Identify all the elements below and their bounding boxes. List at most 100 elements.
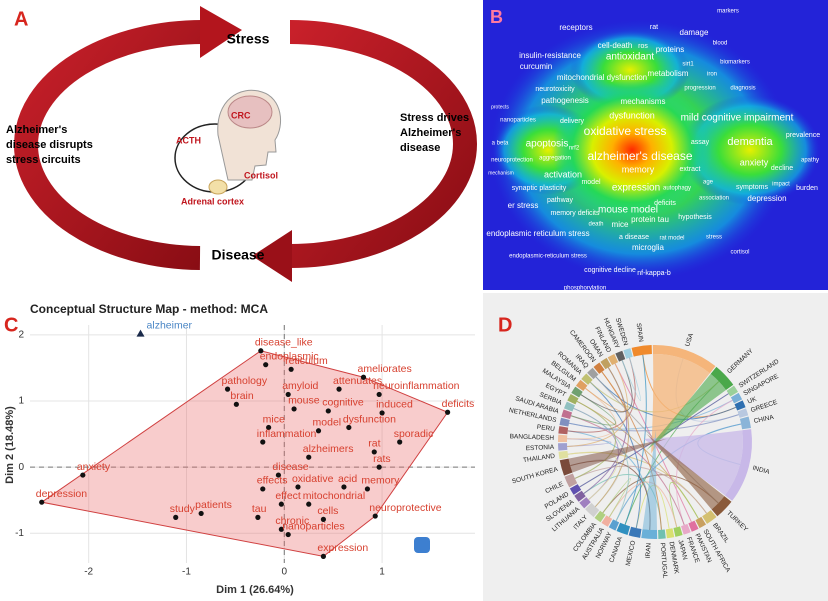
chord-arc	[628, 526, 642, 538]
country-label: CHINA	[753, 414, 775, 425]
point-label: rat	[368, 438, 380, 450]
country-label: SPAIN	[635, 323, 645, 343]
point-label: disease_like	[255, 337, 313, 349]
chord-arc	[594, 510, 606, 523]
chord-line	[567, 363, 629, 447]
word: rat model	[659, 236, 684, 242]
chord-arc	[665, 528, 675, 539]
point-label: reticulum	[285, 355, 328, 367]
heat-blob	[680, 95, 820, 205]
chord-arc	[557, 434, 568, 443]
word: model	[581, 179, 601, 186]
word: protein tau	[631, 215, 669, 224]
word: decline	[771, 165, 793, 172]
country-label: UK	[747, 395, 759, 405]
chord-arc	[601, 515, 613, 527]
cycle-arrow	[13, 19, 206, 270]
word: memory	[622, 164, 655, 174]
point	[258, 348, 264, 354]
point	[260, 486, 266, 492]
point	[288, 366, 294, 372]
chord-arc	[730, 392, 743, 404]
point-label: effect	[275, 490, 301, 502]
chord-arc	[702, 510, 717, 524]
label: ACTH	[176, 135, 201, 145]
arrow-head	[200, 6, 242, 58]
point-label: nanoparticles	[282, 520, 344, 532]
chord-arc	[615, 350, 626, 362]
point-label: sporadic	[394, 428, 434, 440]
adrenal	[208, 179, 228, 195]
x-tick-label: 0	[282, 567, 288, 578]
point-label: mitochondrial	[303, 490, 365, 502]
word: blood	[713, 41, 728, 47]
word: hypothesis	[678, 214, 712, 221]
word: proteins	[656, 45, 684, 54]
word: aggregation	[539, 156, 571, 162]
chord-line	[570, 394, 616, 426]
word: symptoms	[736, 184, 768, 191]
word: extract	[679, 166, 700, 173]
chord-arc	[623, 348, 633, 359]
point-label: dysfunction	[343, 413, 396, 425]
chord-arc	[710, 366, 734, 391]
word: burden	[796, 185, 818, 192]
point-label: mice	[263, 413, 285, 425]
word: neuroprotection	[491, 158, 533, 164]
point	[315, 428, 322, 434]
point	[39, 499, 45, 505]
chord-arc	[737, 408, 749, 418]
chord-ribbon	[642, 430, 658, 531]
word: mitochondrial dysfunction	[557, 73, 647, 82]
word: dementia	[727, 136, 773, 148]
chord-arc	[695, 516, 707, 529]
y-tick-label: 0	[18, 462, 24, 473]
word: nrf2	[569, 146, 580, 152]
word: delivery	[560, 118, 585, 125]
word: er stress	[508, 201, 539, 210]
word: phosphorylation	[564, 286, 606, 292]
word: rat	[650, 24, 658, 31]
word: pathogenesis	[541, 96, 589, 105]
x-tick-label: -2	[84, 567, 93, 578]
chord-line	[668, 481, 699, 528]
chord-line	[574, 465, 707, 514]
word: nanoparticles	[500, 118, 536, 124]
country-label: PORTUGAL	[659, 542, 669, 578]
point	[325, 408, 331, 414]
chord-arc	[734, 400, 746, 411]
word: antioxidant	[606, 52, 655, 63]
word: expression	[612, 183, 660, 194]
word: mouse model	[598, 205, 658, 216]
point	[224, 386, 231, 392]
y-tick-label: -1	[15, 528, 24, 539]
panel-letter: A	[14, 8, 28, 30]
chord-arc	[593, 362, 605, 374]
chord-line	[567, 451, 618, 501]
chord-ribbon	[646, 433, 725, 510]
chord-arc	[561, 409, 573, 419]
word: microglia	[632, 243, 665, 252]
word: alzheimer's disease	[587, 149, 692, 163]
y-axis-label: Dim 2 (18.48%)	[4, 406, 16, 484]
chord-arc	[579, 497, 591, 509]
panel-a: CRC ACTH Cortisol Adrenal cortex Stress …	[6, 6, 477, 282]
country-label: THAILAND	[523, 453, 556, 464]
word: sirt1	[682, 62, 694, 68]
chord-line	[580, 360, 633, 413]
chord-line	[567, 438, 612, 447]
word: cell-death	[598, 41, 633, 50]
point-label: inflammation	[257, 428, 317, 440]
label: CRC	[231, 110, 251, 120]
point-label: attenuates	[333, 375, 382, 387]
country-label: PERU	[536, 424, 555, 433]
point	[445, 409, 451, 415]
chord-arc	[681, 523, 691, 535]
chord-arc	[600, 357, 612, 370]
point	[136, 329, 145, 337]
point	[341, 484, 347, 490]
point-label: patients	[195, 499, 232, 511]
point	[372, 513, 378, 519]
point	[80, 472, 86, 478]
